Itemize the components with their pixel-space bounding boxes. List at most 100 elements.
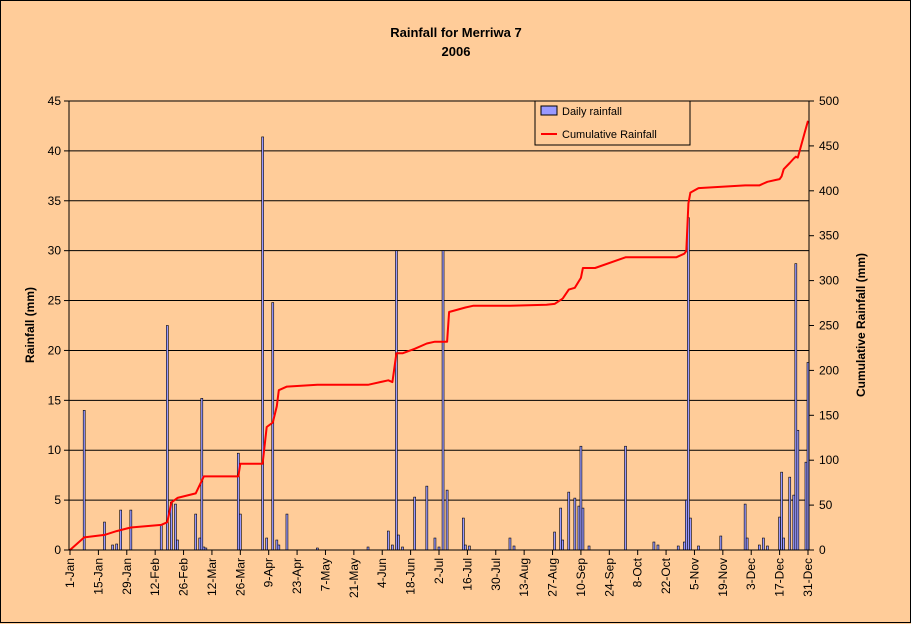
daily-rainfall-bar	[194, 513, 198, 551]
daily-rainfall-bar	[265, 537, 268, 551]
y2-tick-label: 100	[819, 453, 839, 467]
x-tick-label: 29-Jan	[120, 558, 134, 595]
daily-rainfall-bar	[782, 537, 785, 551]
daily-rainfall-bar	[512, 545, 516, 551]
y-tick-label: 45	[48, 94, 62, 108]
y2-tick-label: 200	[819, 363, 839, 377]
daily-rainfall-bar	[685, 499, 688, 551]
y-tick-label: 25	[48, 294, 62, 308]
x-tick-label: 15-Jan	[91, 558, 105, 595]
daily-rainfall-bar	[111, 544, 114, 551]
daily-rainfall-bar	[174, 503, 177, 551]
daily-rainfall-bar	[766, 545, 769, 551]
x-tick-label: 3-Dec	[744, 558, 758, 590]
legend-daily-label: Daily rainfall	[562, 106, 622, 118]
daily-rainfall-bar	[275, 539, 279, 551]
daily-rainfall-bar	[758, 544, 761, 551]
daily-rainfall-bar	[462, 517, 465, 551]
x-tick-label: 1-Jan	[63, 558, 77, 588]
daily-rainfall-bar	[553, 531, 556, 551]
daily-rainfall-bar	[198, 537, 202, 551]
daily-rainfall-bar	[794, 263, 798, 551]
daily-rainfall-bar	[573, 497, 577, 551]
legend-box	[534, 100, 691, 146]
daily-rainfall-bar	[581, 507, 585, 551]
daily-rainfall-bar	[387, 530, 390, 551]
daily-rainfall-bar	[271, 302, 275, 551]
daily-rainfall-bar	[796, 429, 800, 551]
legend: Daily rainfall Cumulative Rainfall	[534, 100, 691, 146]
daily-rainfall-bar	[687, 217, 690, 551]
daily-rainfall-bar	[719, 535, 723, 551]
y2-tick-label: 300	[819, 274, 839, 288]
chart-title: Rainfall for Merriwa 7	[390, 25, 521, 40]
y2-axis-label: Cumulative Rainfall (mm)	[854, 253, 868, 397]
y-tick-label: 10	[48, 443, 62, 457]
y2-tick-label: 350	[819, 229, 839, 243]
x-tick-label: 27-Aug	[546, 558, 560, 597]
legend-cumulative-label: Cumulative Rainfall	[562, 129, 657, 141]
daily-rainfall-bar	[129, 509, 133, 551]
daily-rainfall-bar	[464, 544, 467, 551]
daily-rainfall-bar	[559, 507, 562, 551]
legend-daily-swatch	[540, 105, 558, 116]
x-tick-label: 31-Dec	[801, 558, 815, 597]
daily-rainfall-bar	[277, 544, 281, 551]
daily-rainfall-bar	[441, 250, 445, 551]
daily-rainfall-bar	[159, 524, 163, 551]
x-tick-label: 26-Mar	[233, 558, 247, 596]
daily-rainfall-bar	[697, 545, 700, 551]
daily-rainfall-bar	[743, 503, 747, 551]
daily-rainfall-bar	[239, 513, 242, 551]
y-tick-label: 35	[48, 194, 62, 208]
daily-rainfall-bar	[780, 471, 783, 551]
daily-rainfall-bar	[587, 545, 591, 551]
daily-rainfall-bar	[567, 491, 571, 551]
x-tick-label: 18-Jun	[404, 558, 418, 595]
gridlines	[69, 100, 809, 550]
x-tick-label: 23-Apr	[290, 558, 304, 594]
x-tick-label: 9-Apr	[262, 558, 276, 587]
y-tick-label: 40	[48, 144, 62, 158]
x-tick-label: 24-Sep	[602, 558, 616, 597]
x-tick-label: 5-Nov	[687, 558, 701, 590]
y-axis-label: Rainfall (mm)	[23, 287, 37, 363]
daily-rainfall-bar	[445, 489, 449, 551]
y-tick-label: 0	[54, 543, 61, 557]
daily-rainfall-bar	[792, 494, 796, 551]
x-tick-label: 13-Aug	[517, 558, 531, 597]
daily-rainfall-bar	[676, 545, 680, 551]
x-tick-label: 8-Oct	[631, 557, 645, 587]
daily-rainfall-bar	[391, 544, 394, 551]
x-tick-label: 30-Jul	[489, 558, 503, 591]
daily-rainfall-bar	[103, 521, 106, 551]
x-tick-label: 12-Mar	[205, 558, 219, 596]
daily-rainfall-bars	[82, 136, 810, 551]
axes: 0510152025303540450501001502002503003504…	[48, 94, 840, 598]
daily-rainfall-bar	[624, 445, 627, 551]
x-tick-label: 16-Jul	[460, 558, 474, 591]
plot-background	[69, 101, 809, 550]
daily-rainfall-bar	[261, 136, 264, 551]
x-tick-label: 4-Jun	[375, 558, 389, 588]
x-tick-label: 7-May	[318, 558, 332, 591]
daily-rainfall-bar	[683, 541, 686, 551]
y-tick-label: 30	[48, 244, 62, 258]
daily-rainfall-bar	[508, 537, 512, 551]
x-tick-label: 12-Feb	[148, 558, 162, 596]
daily-rainfall-bar	[176, 539, 179, 551]
daily-rainfall-bar	[468, 545, 471, 551]
daily-rainfall-bar	[577, 505, 581, 551]
cumulative-rainfall-line	[69, 120, 809, 551]
x-tick-label: 17-Dec	[773, 558, 787, 597]
daily-rainfall-bar	[200, 398, 204, 551]
x-tick-label: 10-Sep	[574, 558, 588, 597]
daily-rainfall-bar	[395, 250, 398, 551]
daily-rainfall-bar	[561, 539, 564, 551]
y-tick-label: 15	[48, 393, 62, 407]
y-tick-label: 20	[48, 343, 62, 357]
daily-rainfall-bar	[413, 496, 416, 551]
x-tick-label: 26-Feb	[177, 558, 191, 596]
y2-tick-label: 50	[819, 498, 833, 512]
